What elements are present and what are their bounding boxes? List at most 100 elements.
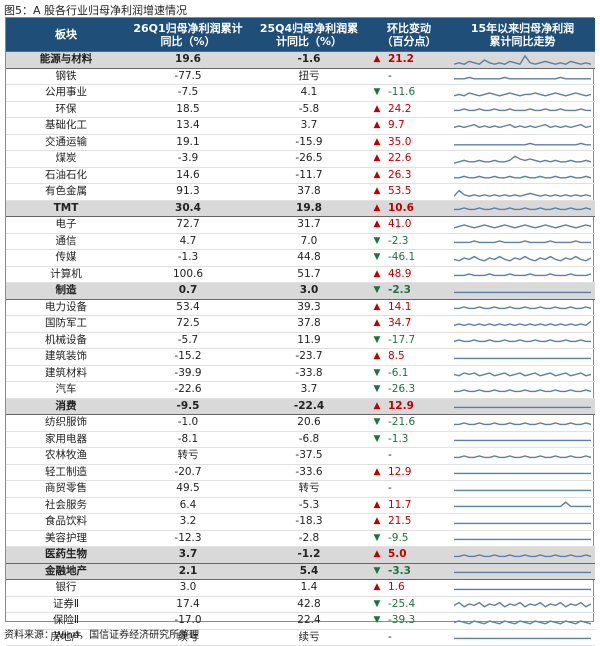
trend-sparkline-cell: [450, 216, 595, 234]
trend-sparkline-cell: [450, 183, 595, 201]
sparkline-path: [454, 320, 591, 326]
table-row: 社会服务 6.4 -5.3 ▲ 11.7: [6, 497, 595, 514]
q1-yoy-cell: -7.5: [126, 84, 250, 102]
trend-sparkline-cell: [450, 579, 595, 597]
trend-sparkline: [454, 538, 591, 541]
qoq-change-cell: -2.3: [386, 282, 450, 300]
table-body: 能源与材料 19.6 -1.6 ▲ 21.2 钢铁 -77.5 扭亏 - 公用事业 -7.5 4.1 ▼…: [6, 51, 595, 646]
qoq-change-cell: -9.5: [386, 530, 450, 547]
trend-sparkline-cell: [450, 299, 595, 316]
header-trend: 15年以来归母净利润 累计同比走势: [450, 18, 595, 52]
table-row: 轻工制造 -20.7 -33.6 ▲ 12.9: [6, 464, 595, 481]
sparkline-path: [454, 142, 591, 146]
q4-yoy-cell: 22.4: [250, 612, 368, 630]
table-header-row: 板块 26Q1归母净利润累计 同比（%） 25Q4归母净利润累 计同比（%） 环比变…: [6, 18, 595, 52]
qoq-change-cell: 12.9: [386, 464, 450, 481]
sector-name-cell: 农林牧渔: [6, 447, 126, 465]
sparkline-path: [454, 92, 591, 97]
qoq-change-cell: 11.7: [386, 497, 450, 514]
sparkline-path: [454, 123, 591, 128]
sector-name-cell: 制造: [6, 282, 126, 300]
trend-sparkline: [454, 357, 591, 359]
sector-name-cell: 国防军工: [6, 315, 126, 333]
up-triangle-icon: ▲: [368, 299, 386, 316]
header-q4: 25Q4归母净利润累 计同比（%）: [250, 18, 368, 52]
up-triangle-icon: ▲: [368, 497, 386, 514]
change-direction-cell: [368, 68, 386, 85]
sector-name-cell: 金融地产: [6, 562, 126, 580]
down-triangle-icon: ▼: [368, 332, 386, 349]
qoq-change-cell: -11.6: [386, 84, 450, 102]
trend-sparkline-cell: [450, 84, 595, 102]
q1-yoy-cell: 49.5: [126, 480, 250, 498]
q1-yoy-cell: -12.3: [126, 530, 250, 547]
trend-sparkline: [454, 306, 591, 310]
up-triangle-icon: ▲: [368, 199, 386, 217]
trend-sparkline-cell: [450, 414, 595, 432]
trend-sparkline: [454, 108, 591, 112]
qoq-change-cell: 21.2: [386, 51, 450, 69]
trend-sparkline-cell: [450, 365, 595, 382]
trend-sparkline: [454, 422, 591, 425]
table-row: 钢铁 -77.5 扭亏 -: [6, 68, 595, 85]
q4-yoy-cell: -6.8: [250, 431, 368, 448]
q4-yoy-cell: 转亏: [250, 480, 368, 498]
down-triangle-icon: ▼: [368, 249, 386, 267]
q1-yoy-cell: 18.5: [126, 101, 250, 118]
up-triangle-icon: ▲: [368, 546, 386, 564]
q1-yoy-cell: 72.5: [126, 315, 250, 333]
q4-yoy-cell: 19.8: [250, 199, 368, 217]
trend-sparkline: [454, 455, 591, 458]
sector-name-cell: 交通运输: [6, 134, 126, 151]
trend-sparkline: [454, 620, 591, 625]
sector-name-cell: 食品饮料: [6, 513, 126, 531]
sparkline-path: [454, 620, 591, 625]
table-group-row: 消费 -9.5 -22.4 ▲ 12.9: [6, 397, 595, 415]
table-group-row: TMT 30.4 19.8 ▲ 10.6: [6, 199, 595, 217]
table-group-row: 制造 0.7 3.0 ▼ -2.3: [6, 282, 595, 300]
q1-yoy-cell: 2.1: [126, 562, 250, 580]
trend-sparkline-cell: [450, 464, 595, 481]
sector-name-cell: 社会服务: [6, 497, 126, 514]
table-row: 石油石化 14.6 -11.7 ▲ 26.3: [6, 167, 595, 184]
q1-yoy-cell: -17.0: [126, 612, 250, 630]
trend-sparkline: [454, 439, 591, 442]
q4-yoy-cell: 扭亏: [250, 68, 368, 85]
trend-sparkline: [454, 189, 591, 197]
qoq-change-cell: -21.6: [386, 414, 450, 432]
trend-sparkline: [454, 224, 591, 229]
q1-yoy-cell: 13.4: [126, 117, 250, 135]
qoq-change-cell: -26.3: [386, 381, 450, 399]
qoq-change-cell: 26.3: [386, 167, 450, 184]
q1-yoy-cell: -1.3: [126, 249, 250, 267]
sparkline-path: [454, 108, 591, 112]
q4-yoy-cell: -11.7: [250, 167, 368, 184]
up-triangle-icon: ▲: [368, 150, 386, 168]
down-triangle-icon: ▼: [368, 612, 386, 630]
sparkline-path: [454, 389, 591, 392]
q1-yoy-cell: 91.3: [126, 183, 250, 201]
q1-yoy-cell: 4.7: [126, 233, 250, 250]
up-triangle-icon: ▲: [368, 464, 386, 481]
trend-sparkline: [454, 240, 591, 244]
qoq-change-cell: -6.1: [386, 365, 450, 382]
q4-yoy-cell: 37.8: [250, 183, 368, 201]
trend-sparkline-cell: [450, 68, 595, 85]
sparkline-path: [454, 455, 591, 458]
trend-sparkline-cell: [450, 117, 595, 135]
table-row: 保险Ⅱ -17.0 22.4 ▼ -39.3: [6, 612, 595, 630]
table-row: 食品饮料 3.2 -18.3 ▲ 21.5: [6, 513, 595, 531]
qoq-change-cell: 1.6: [386, 579, 450, 597]
qoq-change-cell: 21.5: [386, 513, 450, 531]
sparkline-path: [454, 306, 591, 310]
q4-yoy-cell: 3.0: [250, 282, 368, 300]
q4-yoy-cell: -23.7: [250, 348, 368, 366]
trend-sparkline-cell: [450, 546, 595, 564]
trend-sparkline: [454, 406, 591, 409]
qoq-change-cell: 14.1: [386, 299, 450, 316]
q4-yoy-cell: -33.8: [250, 365, 368, 382]
sector-name-cell: 机械设备: [6, 332, 126, 349]
trend-sparkline: [454, 92, 591, 97]
sparkline-path: [454, 155, 591, 164]
trend-sparkline-cell: [450, 612, 595, 630]
